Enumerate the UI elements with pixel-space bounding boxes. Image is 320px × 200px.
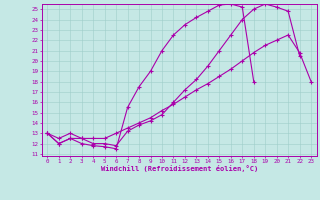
X-axis label: Windchill (Refroidissement éolien,°C): Windchill (Refroidissement éolien,°C): [100, 165, 258, 172]
